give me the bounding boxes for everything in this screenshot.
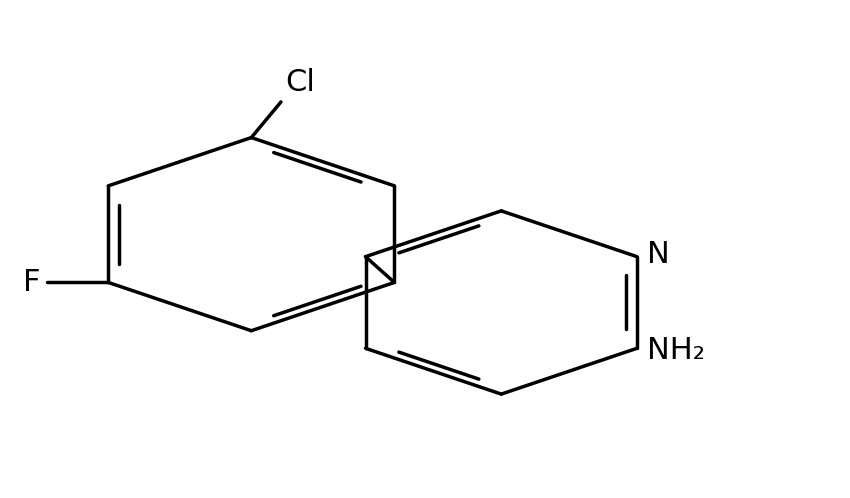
Text: Cl: Cl (286, 68, 315, 97)
Text: F: F (23, 268, 41, 297)
Text: NH₂: NH₂ (647, 336, 705, 365)
Text: N: N (647, 240, 670, 269)
